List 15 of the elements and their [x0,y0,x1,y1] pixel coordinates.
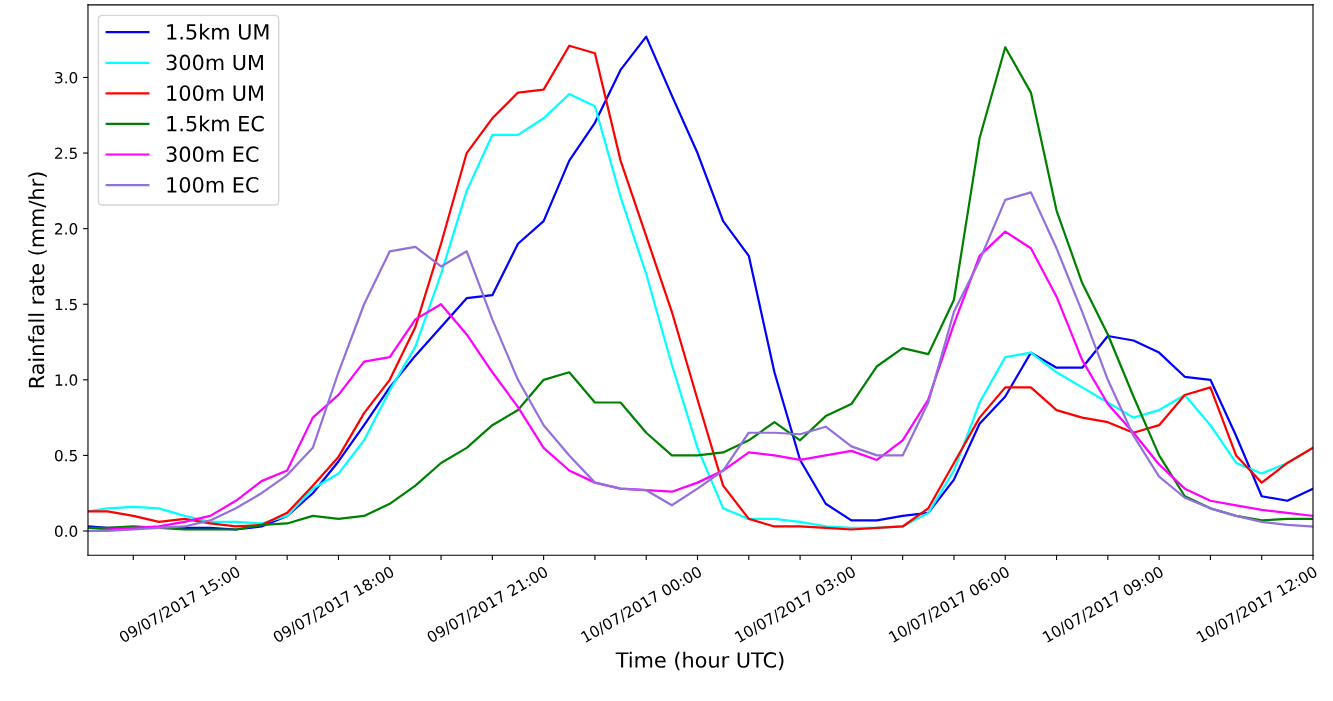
legend-label: 300m EC [166,146,259,163]
y-tick-label: 1.5 [55,298,77,311]
legend-label: 100m UM [167,85,263,101]
legend-label: 1.5km EC [167,115,264,132]
legend-label: 300m UM [166,54,263,71]
legend-label: 1.5km UM [167,23,269,40]
y-tick-label: 2.5 [55,147,77,160]
y-tick-label: 0.5 [54,449,77,462]
x-axis-title: Time (hour UTC) [615,651,784,671]
y-axis-title: Rainfall rate (mm/hr) [28,172,47,388]
legend-label: 100m EC [167,176,259,193]
y-tick-label: 3.0 [55,71,78,84]
y-tick-label: 2.0 [55,223,78,235]
y-tick-label: 1.0 [55,374,78,386]
y-tick-label: 0.0 [54,525,78,538]
